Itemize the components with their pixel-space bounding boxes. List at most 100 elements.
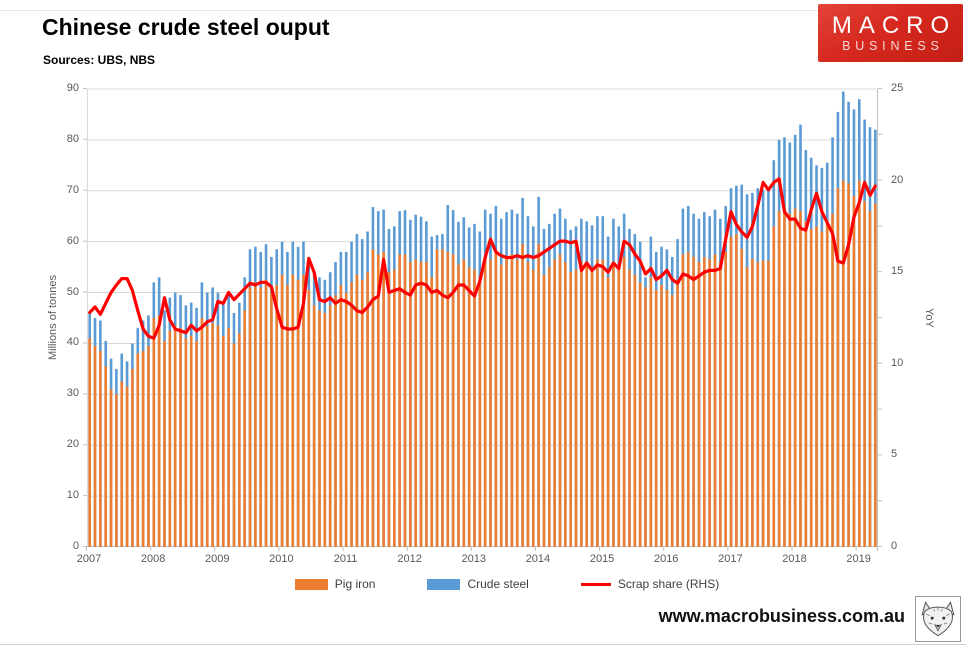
x-axis-label: 2010 xyxy=(269,553,294,565)
bar-pig-iron xyxy=(355,274,359,547)
bar-pig-iron xyxy=(692,256,695,547)
bar-pig-iron xyxy=(435,249,439,548)
bar-pig-iron xyxy=(478,277,482,547)
bar-pig-iron xyxy=(825,223,829,548)
bar-pig-iron xyxy=(195,340,198,547)
bar-pig-iron xyxy=(531,269,535,547)
bar-pig-iron xyxy=(334,295,337,547)
bar-pig-iron xyxy=(735,234,738,547)
bar-pig-iron xyxy=(761,260,765,547)
bar-pig-iron xyxy=(441,249,444,548)
bar-pig-iron xyxy=(820,231,824,548)
bar-pig-iron xyxy=(793,208,797,547)
bar-pig-iron xyxy=(628,269,631,547)
bar-pig-iron xyxy=(772,226,776,547)
bar-pig-iron xyxy=(553,259,556,547)
bar-pig-iron xyxy=(751,258,754,547)
bar-pig-iron xyxy=(729,236,733,547)
right-axis-label: 10 xyxy=(891,356,904,369)
bar-pig-iron xyxy=(489,259,492,547)
right-axis-label: 25 xyxy=(891,82,904,94)
bar-pig-iron xyxy=(393,269,396,547)
bar-pig-iron xyxy=(719,262,722,547)
bar-pig-iron xyxy=(216,325,220,547)
bar-pig-iron xyxy=(93,345,97,547)
bar-pig-iron xyxy=(649,277,653,547)
bar-pig-iron xyxy=(601,259,605,547)
bar-pig-iron xyxy=(360,279,364,547)
bar-pig-iron xyxy=(425,262,428,547)
bar-pig-iron xyxy=(703,256,706,547)
bar-pig-iron xyxy=(708,259,711,547)
bar-pig-iron xyxy=(136,353,140,547)
bar-pig-iron xyxy=(473,269,476,547)
bar-pig-iron xyxy=(665,290,669,547)
bar-pig-iron xyxy=(804,221,808,547)
x-axis-label: 2018 xyxy=(782,553,807,565)
legend-label-scrap-share: Scrap share (RHS) xyxy=(617,577,720,591)
bar-pig-iron xyxy=(809,228,813,547)
x-axis-label: 2011 xyxy=(333,553,358,565)
legend-label-pig-iron: Pig iron xyxy=(334,577,376,591)
bar-pig-iron xyxy=(254,282,257,547)
bar-pig-iron xyxy=(457,264,460,547)
bar-pig-iron xyxy=(184,338,188,547)
bar-pig-iron xyxy=(409,262,412,547)
bar-pig-iron xyxy=(152,318,156,547)
bar-pig-iron xyxy=(564,262,567,547)
legend-swatch-scrap-share xyxy=(580,582,611,586)
bar-pig-iron xyxy=(163,340,166,547)
bar-pig-iron xyxy=(558,254,562,547)
bar-pig-iron xyxy=(366,272,369,547)
bar-pig-iron xyxy=(681,254,685,547)
bar-pig-iron xyxy=(430,277,434,547)
bar-pig-iron xyxy=(815,226,818,547)
bar-pig-iron xyxy=(131,368,134,547)
bar-pig-iron xyxy=(243,310,246,547)
bar-pig-iron xyxy=(505,256,508,547)
x-axis-label: 2009 xyxy=(205,553,230,565)
x-axis-label: 2019 xyxy=(846,553,871,565)
legend-swatch-pig-iron xyxy=(294,578,328,590)
macrobusiness-logo: MACRO BUSINESS xyxy=(818,4,963,62)
left-axis-label: 10 xyxy=(66,489,79,502)
bar-pig-iron xyxy=(510,254,514,547)
bar-pig-iron xyxy=(371,249,375,548)
bar-pig-iron xyxy=(141,351,145,547)
bar-pig-iron xyxy=(109,389,113,547)
bar-pig-iron xyxy=(339,284,343,547)
left-axis-label: 90 xyxy=(66,82,79,94)
x-axis-label: 2013 xyxy=(461,553,487,565)
bar-pig-iron xyxy=(494,251,498,547)
bar-pig-iron xyxy=(115,394,118,547)
x-axis-label: 2007 xyxy=(76,553,102,565)
right-axis-label: 20 xyxy=(891,173,904,186)
legend-item-crude-steel: Crude steel xyxy=(427,577,529,591)
bar-pig-iron xyxy=(387,272,391,547)
bar-pig-iron xyxy=(606,277,610,547)
bar-pig-iron xyxy=(585,264,589,547)
bar-pig-iron xyxy=(125,386,129,547)
bar-pig-iron xyxy=(270,292,273,547)
legend-item-pig-iron: Pig iron xyxy=(294,577,376,591)
bar-pig-iron xyxy=(483,256,487,547)
bar-pig-iron xyxy=(756,262,760,547)
bar-pig-iron xyxy=(633,274,637,547)
bar-pig-iron xyxy=(88,338,91,547)
bar-pig-iron xyxy=(221,335,225,547)
bar-pig-iron xyxy=(189,335,193,547)
bar-pig-iron xyxy=(852,195,856,547)
bar-pig-iron xyxy=(344,292,348,547)
bar-pig-iron xyxy=(157,315,161,547)
bar-pig-iron xyxy=(205,325,209,547)
bar-pig-iron xyxy=(259,287,262,547)
bar-pig-iron xyxy=(868,211,872,547)
bar-pig-iron xyxy=(574,269,578,547)
bar-pig-iron xyxy=(617,269,621,547)
bar-pig-iron xyxy=(419,262,423,547)
bar-pig-iron xyxy=(670,295,674,547)
right-axis-label: 15 xyxy=(891,265,904,278)
bar-pig-iron xyxy=(596,259,599,547)
bar-pig-iron xyxy=(147,345,150,547)
